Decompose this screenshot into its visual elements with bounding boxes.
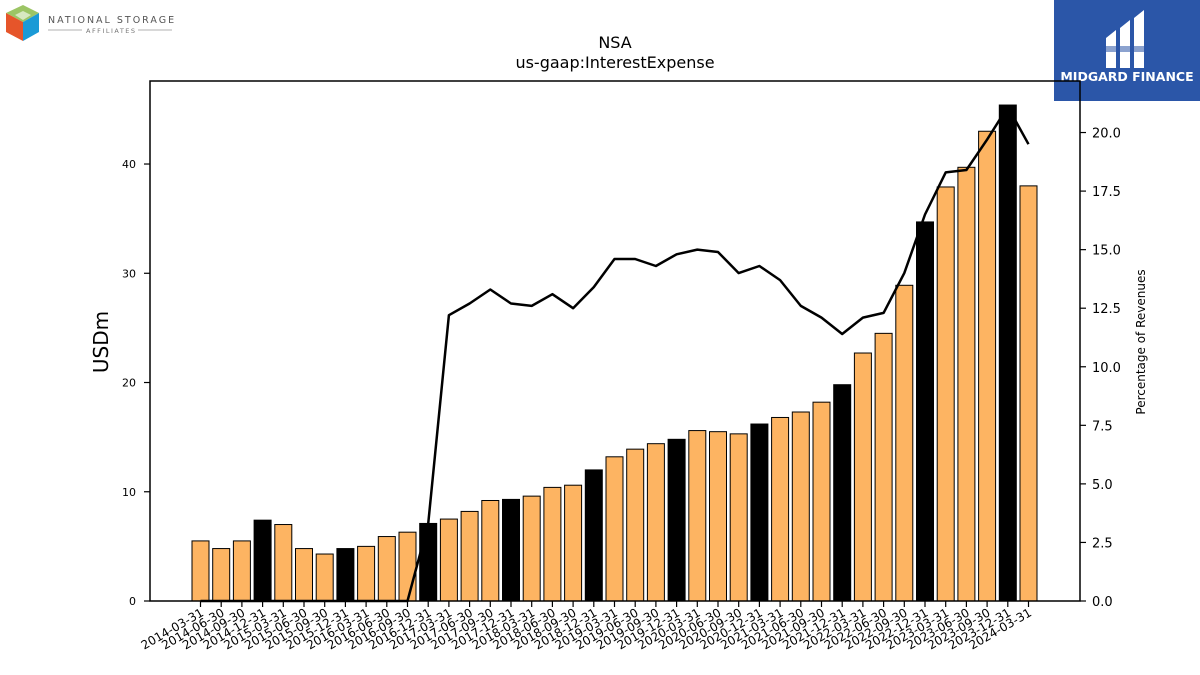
left-axis-ticks: 0 10 20 30 40 bbox=[122, 158, 150, 608]
bar-2017-03-31 bbox=[439, 518, 458, 602]
bar-2018-03-31 bbox=[522, 495, 541, 602]
bar-2021-03-31 bbox=[771, 416, 790, 602]
bar-2015-12-31 bbox=[336, 548, 355, 602]
right-axis-ticks: 0.0 2.5 5.0 7.5 10.0 12.5 15.0 17.5 20.0 bbox=[1080, 127, 1121, 610]
y2-tick-label: 15.0 bbox=[1092, 244, 1121, 259]
y-axis-label: USDm bbox=[89, 311, 113, 373]
y-tick-label: 10 bbox=[122, 486, 136, 499]
y2-tick-label: 10.0 bbox=[1092, 361, 1121, 376]
bar-2018-09-30 bbox=[564, 484, 583, 602]
logo-left-subtitle: AFFILIATES bbox=[86, 27, 137, 35]
bar-2023-06-30 bbox=[957, 166, 976, 602]
bar-2014-03-31 bbox=[191, 540, 210, 602]
bar-2017-12-31 bbox=[502, 498, 520, 602]
y2-tick-label: 5.0 bbox=[1092, 478, 1113, 493]
bar-2015-03-31 bbox=[274, 524, 293, 602]
y-tick-label: 40 bbox=[122, 158, 136, 171]
y2-tick-label: 2.5 bbox=[1092, 536, 1113, 551]
bar-2020-09-30 bbox=[729, 433, 748, 602]
bar-2014-06-30 bbox=[212, 548, 231, 602]
bar-2021-12-31 bbox=[833, 384, 852, 602]
bar-2017-09-30 bbox=[481, 499, 500, 602]
hexagon-icon bbox=[6, 5, 39, 41]
y-tick-label: 30 bbox=[122, 267, 136, 280]
y2-tick-label: 12.5 bbox=[1092, 302, 1121, 317]
bar-series bbox=[191, 104, 1038, 602]
y2-tick-label: 20.0 bbox=[1092, 127, 1121, 142]
x-axis-ticks: 2014-03-312014-06-302014-09-302014-12-31… bbox=[139, 601, 1034, 652]
bar-2022-12-31 bbox=[916, 221, 934, 602]
bar-2018-06-30 bbox=[543, 486, 562, 602]
bar-2021-09-30 bbox=[812, 401, 831, 602]
bar-2020-03-31 bbox=[688, 430, 707, 602]
bar-2024-03-31 bbox=[1019, 185, 1038, 602]
y2-tick-label: 7.5 bbox=[1092, 419, 1113, 434]
bar-2014-09-30 bbox=[232, 540, 251, 602]
national-storage-logo: NATIONAL STORAGE AFFILIATES bbox=[6, 5, 176, 41]
bar-2021-06-30 bbox=[791, 411, 810, 602]
bar-2023-09-30 bbox=[978, 130, 997, 602]
bar-2022-03-31 bbox=[853, 352, 872, 602]
y2-axis-label: Percentage of Revenues bbox=[1134, 269, 1148, 414]
bar-2019-03-31 bbox=[605, 456, 624, 602]
bar-2019-09-30 bbox=[646, 443, 665, 602]
bar-2018-12-31 bbox=[584, 469, 603, 602]
bar-2016-03-31 bbox=[357, 545, 376, 602]
bar-2023-12-31 bbox=[998, 104, 1017, 602]
bar-2022-06-30 bbox=[874, 332, 893, 602]
bar-2016-12-31 bbox=[419, 522, 438, 602]
bar-2020-12-31 bbox=[750, 423, 769, 602]
y2-tick-label: 0.0 bbox=[1092, 595, 1113, 610]
bar-2022-09-30 bbox=[895, 284, 914, 602]
logo-right-title: MIDGARD FINANCE bbox=[1060, 69, 1193, 84]
bar-2014-12-31 bbox=[253, 519, 272, 602]
chart-subtitle: us-gaap:InterestExpense bbox=[515, 53, 714, 72]
logo-left-title: NATIONAL STORAGE bbox=[48, 15, 176, 26]
bar-2019-06-30 bbox=[626, 448, 645, 602]
chart-title: NSA bbox=[598, 33, 631, 52]
bar-2017-06-30 bbox=[460, 510, 479, 602]
y-tick-label: 20 bbox=[122, 377, 136, 390]
bar-2023-03-31 bbox=[936, 186, 955, 602]
y-tick-label: 0 bbox=[129, 595, 136, 608]
bar-2016-09-30 bbox=[398, 531, 417, 602]
bar-2020-06-30 bbox=[709, 431, 727, 602]
bar-2015-06-30 bbox=[295, 548, 313, 602]
midgard-mark-icon bbox=[1104, 10, 1146, 68]
midgard-finance-logo: MIDGARD FINANCE bbox=[1054, 0, 1200, 101]
bar-2016-06-30 bbox=[377, 536, 396, 602]
bar-2019-12-31 bbox=[667, 438, 686, 602]
y2-tick-label: 17.5 bbox=[1092, 185, 1121, 200]
bar-2015-09-30 bbox=[315, 553, 334, 602]
